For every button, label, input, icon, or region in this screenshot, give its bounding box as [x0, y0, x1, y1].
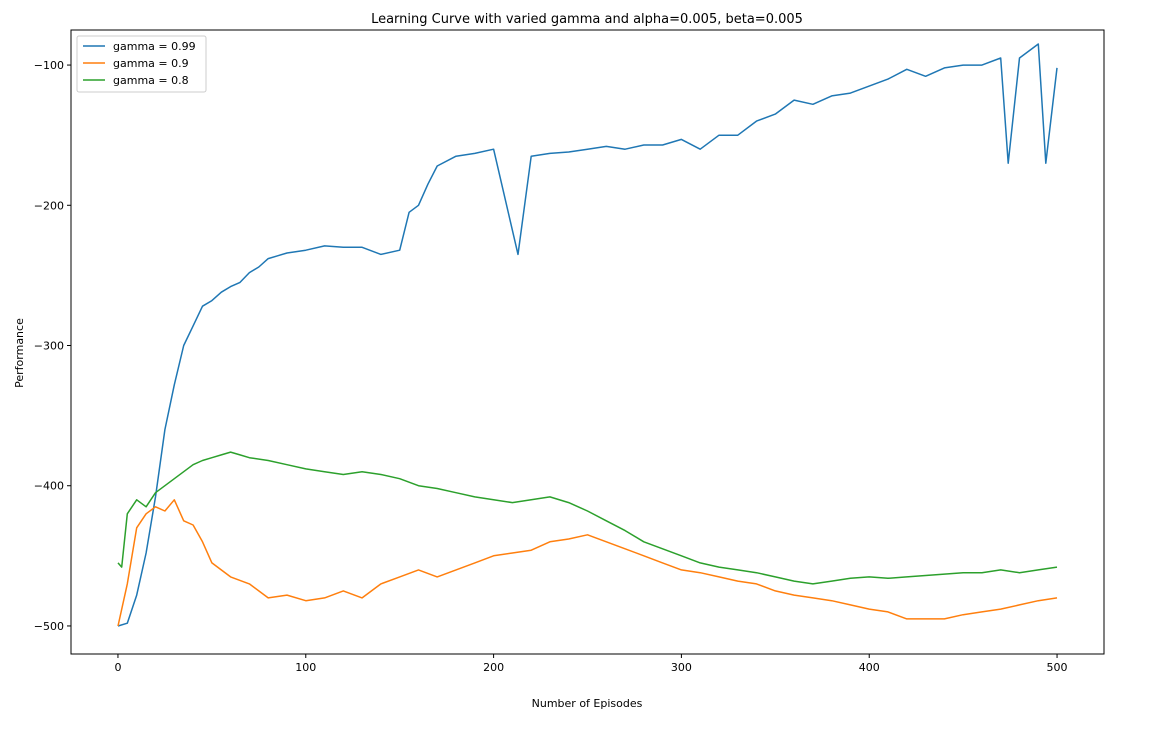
legend-label: gamma = 0.99 [113, 40, 196, 53]
x-axis: 0 100 200 300 400 500 [114, 654, 1068, 674]
y-axis: −500 −400 −300 −200 −100 [34, 59, 71, 633]
series-line-0 [117, 43, 1058, 627]
y-axis-label: Performance [13, 318, 26, 388]
legend: gamma = 0.99 gamma = 0.9 gamma = 0.8 [76, 35, 207, 93]
plot-area [70, 29, 1105, 655]
series-layer [117, 43, 1058, 627]
y-tick-label: −500 [34, 620, 64, 633]
x-tick-label: 300 [671, 661, 692, 674]
x-tick-label: 500 [1047, 661, 1068, 674]
y-tick-label: −400 [34, 480, 64, 493]
y-tick-label: −100 [34, 59, 64, 72]
x-axis-label: Number of Episodes [532, 697, 643, 710]
series-line-2 [117, 451, 1058, 585]
x-tick-label: 100 [295, 661, 316, 674]
x-tick-label: 200 [483, 661, 504, 674]
legend-box [76, 35, 207, 93]
x-tick-label: 400 [859, 661, 880, 674]
y-tick-label: −300 [34, 340, 64, 353]
x-tick-label: 0 [114, 661, 121, 674]
series-line-1 [117, 499, 1058, 627]
y-tick-label: −200 [34, 199, 64, 212]
legend-label: gamma = 0.8 [113, 74, 189, 87]
chart-title: Learning Curve with varied gamma and alp… [371, 12, 803, 27]
legend-label: gamma = 0.9 [113, 57, 189, 70]
